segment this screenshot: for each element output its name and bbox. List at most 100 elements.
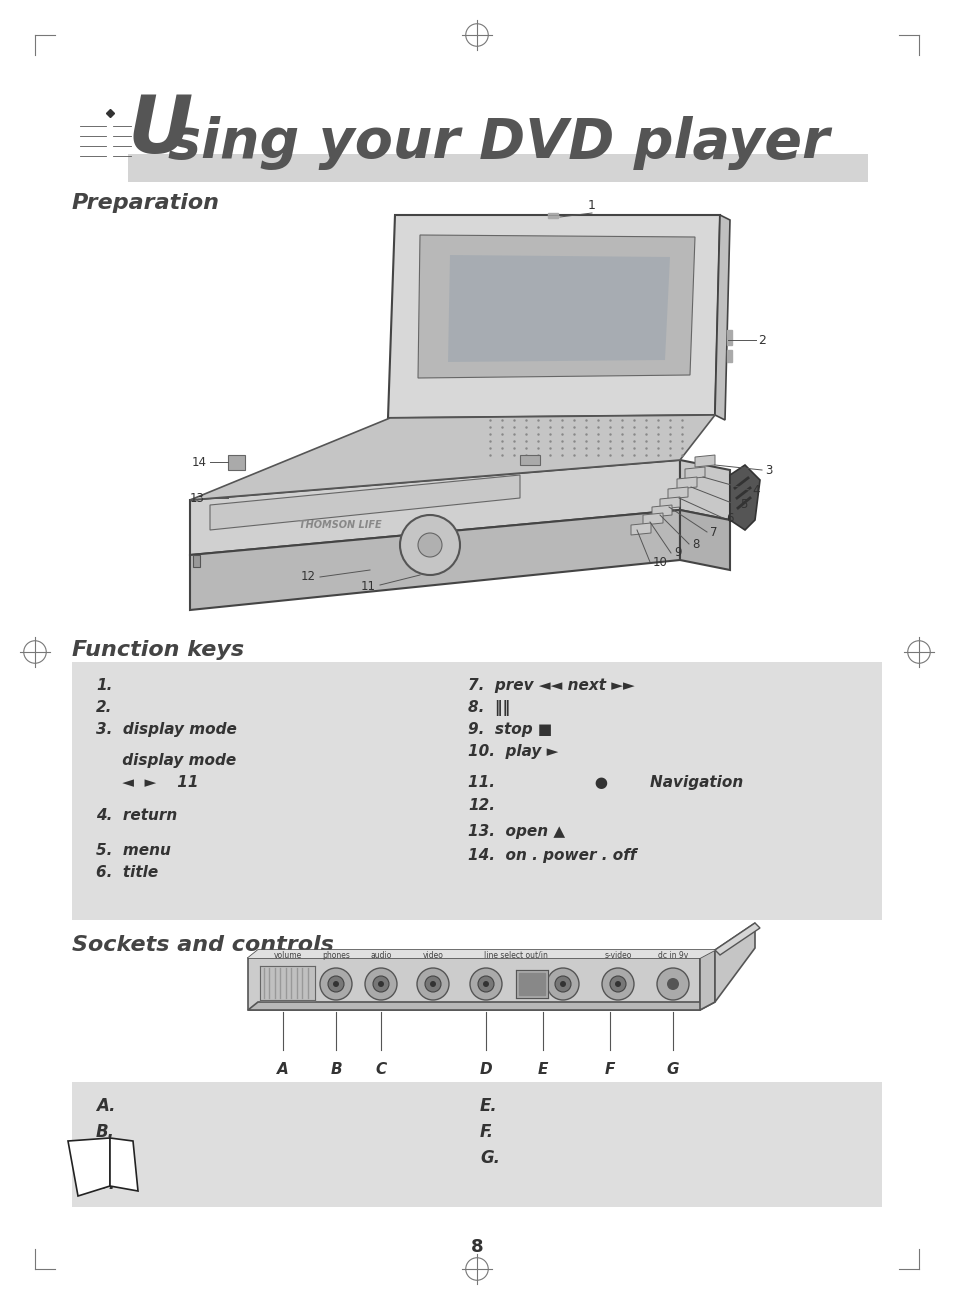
Text: U: U — [128, 93, 193, 170]
Text: 14: 14 — [192, 455, 207, 468]
Circle shape — [615, 981, 620, 987]
Polygon shape — [726, 349, 731, 363]
Polygon shape — [248, 951, 714, 958]
Polygon shape — [248, 958, 700, 1011]
Polygon shape — [684, 467, 704, 479]
Text: 14.  on . power . off: 14. on . power . off — [468, 848, 636, 863]
Polygon shape — [642, 512, 662, 526]
Polygon shape — [519, 455, 539, 466]
Text: 7.  prev ◄◄ next ►►: 7. prev ◄◄ next ►► — [468, 678, 634, 692]
Text: 9: 9 — [673, 546, 680, 559]
Polygon shape — [700, 951, 714, 1011]
Text: G.: G. — [479, 1149, 499, 1167]
Polygon shape — [651, 505, 671, 516]
Text: 5: 5 — [740, 498, 746, 511]
Polygon shape — [248, 951, 714, 958]
Text: 11.                   ●        Navigation: 11. ● Navigation — [468, 775, 742, 790]
Polygon shape — [677, 477, 697, 489]
Text: 13.  open ▲: 13. open ▲ — [468, 824, 564, 838]
Circle shape — [417, 533, 441, 557]
Text: Preparation: Preparation — [71, 193, 220, 213]
Polygon shape — [110, 1138, 138, 1191]
Text: 7: 7 — [709, 526, 717, 539]
Text: B.: B. — [96, 1123, 115, 1141]
Text: display mode: display mode — [96, 752, 236, 768]
Text: A: A — [276, 1061, 289, 1077]
Text: B: B — [330, 1061, 341, 1077]
Circle shape — [373, 975, 389, 992]
Polygon shape — [417, 235, 695, 378]
Text: 12.: 12. — [468, 798, 495, 812]
Circle shape — [477, 975, 494, 992]
Text: phones: phones — [322, 951, 350, 960]
Circle shape — [365, 968, 396, 1000]
Text: C.: C. — [96, 1149, 114, 1167]
Polygon shape — [190, 460, 679, 556]
Text: D: D — [479, 1061, 492, 1077]
Text: 3: 3 — [764, 463, 772, 476]
Text: 4.  return: 4. return — [96, 808, 177, 823]
Circle shape — [470, 968, 501, 1000]
Text: F: F — [604, 1061, 615, 1077]
Polygon shape — [228, 455, 245, 469]
Polygon shape — [667, 486, 687, 499]
Polygon shape — [714, 923, 754, 1001]
Polygon shape — [729, 466, 760, 529]
Polygon shape — [68, 1138, 110, 1196]
Text: audio: audio — [370, 951, 392, 960]
Text: 8: 8 — [691, 537, 699, 550]
Text: 4: 4 — [751, 484, 759, 497]
Polygon shape — [260, 966, 314, 1000]
Text: THOMSON LIFE: THOMSON LIFE — [298, 520, 381, 529]
Polygon shape — [679, 460, 729, 520]
Polygon shape — [190, 510, 679, 610]
Text: line select out/in: line select out/in — [483, 951, 547, 960]
Polygon shape — [190, 415, 714, 499]
Text: dc in 9v: dc in 9v — [658, 951, 687, 960]
Polygon shape — [726, 330, 731, 346]
Polygon shape — [210, 475, 519, 529]
Polygon shape — [193, 556, 200, 567]
Text: 10: 10 — [652, 556, 667, 569]
Polygon shape — [448, 256, 669, 363]
Text: video: video — [422, 951, 443, 960]
Circle shape — [601, 968, 634, 1000]
Text: 3.  display mode: 3. display mode — [96, 722, 236, 737]
Circle shape — [482, 981, 489, 987]
Polygon shape — [518, 973, 544, 995]
Circle shape — [328, 975, 344, 992]
Text: E: E — [537, 1061, 548, 1077]
Text: 11: 11 — [360, 580, 375, 593]
Text: E.: E. — [479, 1097, 497, 1115]
Text: ◄  ►    11: ◄ ► 11 — [96, 775, 198, 790]
Text: 13: 13 — [190, 492, 205, 505]
Text: F.: F. — [479, 1123, 494, 1141]
Text: C: C — [375, 1061, 386, 1077]
Polygon shape — [547, 213, 558, 218]
Polygon shape — [659, 497, 679, 509]
Text: 2: 2 — [758, 334, 765, 347]
Text: 1.: 1. — [96, 678, 112, 692]
Circle shape — [399, 515, 459, 575]
Polygon shape — [388, 215, 720, 419]
Text: D.: D. — [96, 1175, 116, 1193]
Polygon shape — [679, 510, 729, 570]
Circle shape — [559, 981, 565, 987]
Text: G: G — [666, 1061, 679, 1077]
Text: 5.  menu: 5. menu — [96, 842, 171, 858]
Polygon shape — [695, 455, 714, 467]
FancyBboxPatch shape — [71, 662, 882, 921]
Circle shape — [319, 968, 352, 1000]
Text: sing your DVD player: sing your DVD player — [168, 116, 828, 170]
Text: 10.  play ►: 10. play ► — [468, 745, 558, 759]
Polygon shape — [248, 1001, 714, 1011]
Text: 8.  ‖‖: 8. ‖‖ — [468, 700, 510, 716]
Circle shape — [609, 975, 625, 992]
Text: s-video: s-video — [603, 951, 631, 960]
Text: A.: A. — [96, 1097, 115, 1115]
FancyBboxPatch shape — [71, 1082, 882, 1208]
Text: 1: 1 — [587, 200, 596, 213]
Polygon shape — [630, 523, 650, 535]
Polygon shape — [714, 215, 729, 420]
FancyBboxPatch shape — [128, 154, 867, 183]
